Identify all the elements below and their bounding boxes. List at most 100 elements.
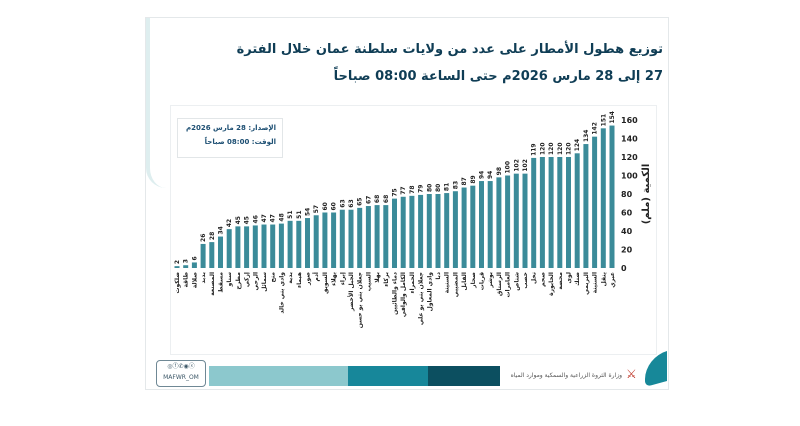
x-tick-label: خصب <box>522 272 529 289</box>
x-tick-label: لوى <box>566 272 573 284</box>
data-label: 63 <box>348 199 355 207</box>
bar <box>296 220 302 268</box>
social-icons[interactable]: ◎ⓕ✆◉ⓧ <box>167 363 195 370</box>
data-label: 120 <box>539 142 546 155</box>
data-label: 120 <box>566 142 573 155</box>
data-label: 151 <box>600 114 607 127</box>
data-label: 78 <box>409 185 416 193</box>
y-axis-label: الكمية (ملم) <box>641 164 652 225</box>
x-tick-label: إبراء <box>339 272 346 285</box>
bar <box>539 157 545 268</box>
data-label: 77 <box>400 186 407 194</box>
bar <box>392 198 397 268</box>
x-tick-label: ضنك <box>574 272 581 286</box>
bar <box>609 125 615 268</box>
x-tick-label: المصنعة <box>209 272 216 296</box>
bar <box>235 226 241 268</box>
x-tick-label: صور <box>305 272 312 286</box>
bar <box>566 157 571 268</box>
data-label: 45 <box>235 216 242 224</box>
bar <box>331 212 337 268</box>
x-tick-label: الرحي <box>252 272 259 290</box>
data-label: 68 <box>374 195 381 203</box>
x-tick-label: الخابورة <box>548 272 555 296</box>
x-tick-label: الحمراء <box>409 272 416 294</box>
data-label: 57 <box>313 205 320 213</box>
x-tick-label: جعلان بني بو علي <box>418 272 425 325</box>
data-label: 100 <box>505 161 512 174</box>
y-tick-label: 120 <box>621 153 638 162</box>
bar <box>452 191 458 268</box>
y-tick-label: 100 <box>621 172 638 181</box>
data-label: 51 <box>296 210 303 218</box>
x-tick-label: ينقل <box>600 272 607 286</box>
data-label: 46 <box>252 215 259 223</box>
bar <box>305 218 310 268</box>
bar <box>496 177 502 268</box>
y-tick-label: 160 <box>621 116 638 125</box>
x-tick-label: طاقة <box>183 272 190 288</box>
x-tick-label: شناص <box>513 272 520 291</box>
chart-area <box>170 105 657 355</box>
data-label: 102 <box>522 159 529 172</box>
data-label: 75 <box>392 188 399 196</box>
data-label: 26 <box>200 234 207 242</box>
bar <box>339 209 345 268</box>
data-label: 94 <box>487 171 494 179</box>
bar <box>592 136 598 268</box>
oman-emblem-icon: ⚔ <box>626 367 637 381</box>
bar <box>548 157 554 268</box>
x-tick-label: أدم <box>312 272 320 282</box>
data-label: 47 <box>261 214 268 222</box>
x-tick-label: بهلا <box>374 272 381 283</box>
bar <box>287 220 293 268</box>
x-tick-label: صحار <box>470 272 477 289</box>
decorative-swoosh <box>146 18 168 188</box>
x-tick-label: صلالة <box>191 272 198 288</box>
y-tick-label: 60 <box>621 209 633 218</box>
x-tick-label: البريمي <box>583 272 590 295</box>
bar <box>574 153 580 268</box>
bar <box>461 187 467 268</box>
bar <box>409 195 415 268</box>
bar <box>252 225 258 268</box>
x-tick-label: السويق <box>322 272 329 294</box>
x-tick-label: إزكي <box>244 272 251 287</box>
data-label: 67 <box>365 196 372 204</box>
x-tick-label: السيب <box>365 272 372 291</box>
x-tick-label: القابل <box>461 272 468 291</box>
data-label: 68 <box>383 195 390 203</box>
data-label: 65 <box>357 198 364 206</box>
x-tick-label: قريات <box>479 272 486 290</box>
x-tick-label: الكامل والوافي <box>400 272 407 317</box>
chart-title: توزيع هطول الأمطار على عدد من ولايات سلط… <box>236 42 663 57</box>
bar <box>557 157 563 268</box>
data-label: 34 <box>218 226 225 234</box>
x-tick-label: جعلان بني بو حسن <box>357 272 364 328</box>
data-label: 81 <box>444 183 451 191</box>
data-label: 3 <box>183 259 190 263</box>
x-tick-label: ضلكوت <box>174 272 181 294</box>
bar <box>505 175 511 268</box>
bar <box>191 262 197 268</box>
x-tick-label: دماء والطائيين <box>392 272 399 315</box>
bar <box>174 266 180 268</box>
handle: MAFWR_OM <box>163 374 199 381</box>
bar <box>374 205 380 268</box>
bar <box>583 144 589 268</box>
social-logo: ◎ⓕ✆◉ⓧ MAFWR_OM <box>156 360 206 387</box>
bar <box>470 185 476 268</box>
data-label: 42 <box>226 219 233 227</box>
data-label: 60 <box>322 202 329 210</box>
data-label: 142 <box>592 122 599 135</box>
data-label: 120 <box>548 142 555 155</box>
x-tick-label: بوشر <box>487 272 494 289</box>
data-label: 80 <box>435 184 442 192</box>
data-label: 98 <box>496 167 503 175</box>
x-tick-label: بركاء <box>383 272 390 287</box>
x-tick-label: نخل <box>531 272 538 284</box>
x-tick-label: بدبد <box>200 272 207 283</box>
x-tick-label: عبري <box>609 272 616 288</box>
data-label: 60 <box>331 202 338 210</box>
